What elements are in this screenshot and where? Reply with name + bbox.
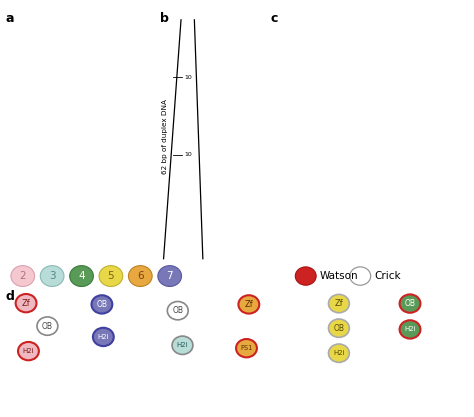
Circle shape (93, 328, 114, 346)
Circle shape (16, 294, 36, 312)
Text: Zf: Zf (22, 299, 30, 308)
Bar (312, 292, 473, 413)
Text: Watson: Watson (320, 271, 358, 281)
Text: c: c (270, 12, 278, 25)
Text: 10: 10 (184, 152, 191, 157)
Text: a: a (6, 12, 14, 25)
Text: H2i: H2i (23, 348, 34, 354)
Text: 6: 6 (137, 271, 144, 281)
Circle shape (328, 294, 349, 313)
Circle shape (128, 266, 152, 286)
Circle shape (167, 301, 188, 320)
Text: H2i: H2i (404, 327, 416, 332)
Text: 10: 10 (184, 75, 191, 80)
Text: H2i: H2i (98, 334, 109, 340)
Text: H2i: H2i (177, 342, 188, 348)
Bar (5, 292, 155, 413)
Circle shape (295, 267, 316, 285)
Bar (5, 15, 154, 261)
Circle shape (328, 344, 349, 362)
Text: H2i: H2i (333, 350, 345, 356)
Circle shape (40, 266, 64, 286)
Text: OB: OB (333, 324, 345, 333)
Text: OB: OB (404, 299, 416, 308)
Circle shape (350, 267, 371, 285)
Circle shape (37, 317, 58, 335)
Text: OB: OB (172, 306, 183, 315)
Text: OB: OB (42, 322, 53, 331)
Text: 3: 3 (49, 271, 55, 281)
Circle shape (158, 266, 182, 286)
Circle shape (99, 266, 123, 286)
Text: Zf: Zf (335, 299, 343, 308)
Text: Crick: Crick (374, 271, 401, 281)
Bar (268, 15, 473, 261)
Text: 7: 7 (166, 271, 173, 281)
Text: 62 bp of duplex DNA: 62 bp of duplex DNA (162, 99, 168, 174)
Circle shape (400, 294, 420, 313)
Circle shape (238, 295, 259, 314)
Bar (159, 15, 263, 261)
Circle shape (400, 320, 420, 339)
Text: 5: 5 (108, 271, 114, 281)
Text: 2: 2 (19, 271, 26, 281)
Circle shape (70, 266, 93, 286)
Circle shape (172, 336, 193, 354)
Circle shape (18, 342, 39, 360)
Text: OB: OB (96, 300, 108, 309)
Bar (160, 292, 308, 413)
Circle shape (11, 266, 35, 286)
Circle shape (328, 319, 349, 337)
Text: PS1: PS1 (240, 345, 253, 351)
Text: Zf: Zf (245, 300, 253, 309)
Text: 4: 4 (78, 271, 85, 281)
Circle shape (236, 339, 257, 357)
Text: d: d (6, 290, 15, 303)
Text: b: b (160, 12, 169, 25)
Circle shape (91, 295, 112, 314)
